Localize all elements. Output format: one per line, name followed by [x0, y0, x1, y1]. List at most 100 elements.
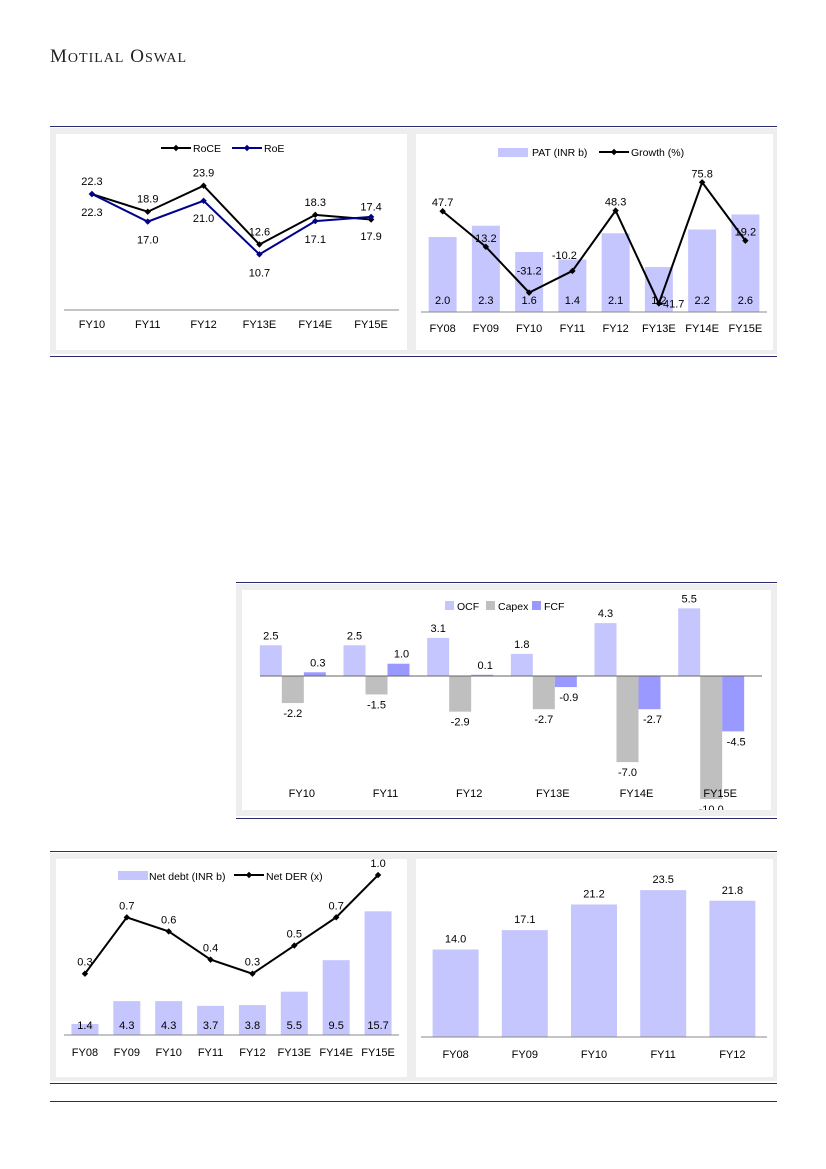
bar-FY12: [709, 900, 756, 1037]
bar-label-OCF-FY10: 2.5: [263, 630, 278, 642]
x-tick-FY10: FY10: [79, 319, 105, 331]
top-rule-3: [50, 851, 777, 852]
bar-FY15E: [731, 214, 760, 312]
legend-label-2: FCF: [544, 601, 564, 613]
bar-OCF-FY14E: [594, 623, 617, 676]
legend-swatch-2: [532, 601, 541, 610]
bar-FY08: [428, 237, 457, 312]
bar-label-FY09: 17.1: [514, 914, 535, 926]
label-RoE-FY11: 17.0: [137, 235, 158, 247]
bar-label-FCF-FY10: 0.3: [310, 657, 325, 669]
growth-label-FY10: -31.2: [517, 266, 542, 278]
der-label-FY08: 0.3: [77, 957, 92, 969]
bar-label-FY11: 3.7: [203, 1020, 218, 1032]
bar-FY11: [640, 890, 687, 1037]
bar-FCF-FY11: [387, 663, 410, 676]
bar-label-FCF-FY12: 0.1: [478, 660, 493, 672]
bar-FY09: [501, 930, 548, 1037]
bar-label-FCF-FY14E: -2.7: [643, 714, 662, 726]
bar-label-FY08: 14.0: [445, 934, 466, 946]
bar-FY13E: [280, 991, 308, 1035]
legend-label-0: OCF: [457, 601, 479, 613]
bar-label-Capex-FY14E: -7.0: [618, 767, 637, 779]
bar-label-FY14E: 2.2: [694, 295, 709, 307]
label-RoE-FY10: 22.3: [81, 207, 102, 219]
x-tick-FY09: FY09: [473, 323, 499, 335]
chart-panel-net-debt: Net debt (INR b) Net DER (x) 1.4 FY08 4.3 FY0…: [50, 853, 413, 1081]
growth-label-FY12: 48.3: [605, 197, 626, 209]
top-rule-2-bottom: [236, 818, 777, 819]
bar-label-OCF-FY14E: 4.3: [598, 608, 613, 620]
growth-point-FY09: [482, 243, 490, 251]
bar-FY12: [601, 233, 630, 312]
x-tick-FY08: FY08: [429, 323, 455, 335]
label-RoCE-FY15E: 17.4: [360, 202, 381, 214]
bar-label-FCF-FY13E: -0.9: [559, 692, 578, 704]
label-RoE-FY12: 21.0: [193, 213, 214, 225]
bar-label-Capex-FY10: -2.2: [283, 708, 302, 720]
point-RoCE-FY14E: [312, 211, 319, 219]
label-RoCE-FY12: 23.9: [193, 168, 214, 180]
x-tick-FY13E: FY13E: [277, 1047, 311, 1059]
growth-label-FY11: -10.2: [552, 250, 577, 262]
bar-Capex-FY10: [281, 676, 304, 704]
chart-panel-capacity: 14.0 FY08 17.1 FY09 21.2 FY10 23.5 FY11 21.8 FY12: [413, 853, 777, 1081]
bar-FCF-FY10: [303, 672, 326, 676]
bar-FCF-FY14E: [638, 676, 661, 710]
bar-Capex-FY11: [365, 676, 388, 695]
der-label-FY10: 0.6: [161, 914, 176, 926]
x-tick-FY10: FY10: [581, 1049, 607, 1061]
chart-panel-pat-growth: PAT (INR b) Growth (%) 2.0 FY08 2.3 FY09 1.6 FY…: [413, 128, 777, 354]
x-tick-FY11: FY11: [198, 1047, 223, 1059]
bar-Capex-FY14E: [616, 676, 639, 763]
bar-label-FY09: 4.3: [119, 1020, 134, 1032]
bar-FY14E: [688, 229, 717, 312]
brand-logo: MOTILAL OSWAL: [50, 46, 188, 67]
x-tick-FY13E: FY13E: [642, 323, 676, 335]
growth-point-FY11: [569, 267, 576, 275]
bar-label-FY10: 4.3: [161, 1020, 176, 1032]
growth-label-FY08: 47.7: [432, 197, 453, 209]
x-tick-FY08: FY08: [442, 1049, 468, 1061]
bar-FCF-FY15E: [722, 676, 745, 732]
der-line: [84, 874, 379, 975]
der-point-FY14E: [332, 914, 340, 921]
der-point-FY10: [165, 928, 172, 935]
bar-FY15E: [364, 911, 392, 1035]
point-RoE-FY11: [144, 218, 151, 225]
legend-line-marker: [610, 148, 618, 156]
legend-marker-0: [172, 144, 180, 152]
bar-OCF-FY11: [343, 645, 366, 676]
x-tick-FY14E: FY14E: [319, 1047, 353, 1059]
growth-label-FY14E: 75.8: [691, 168, 712, 180]
x-tick-FY12: FY12: [456, 788, 482, 800]
point-RoE-FY12: [200, 197, 207, 204]
growth-point-FY10: [525, 289, 533, 296]
capacity-chart: 14.0 FY08 17.1 FY09 21.2 FY10 23.5 FY11 21.8 FY12: [421, 874, 767, 1061]
der-point-FY12: [249, 970, 256, 977]
bar-label-Capex-FY12: -2.9: [451, 717, 470, 729]
bar-FY12: [238, 1005, 266, 1035]
series-line-RoE: [91, 193, 372, 256]
growth-label-FY15E: 19.2: [735, 227, 756, 239]
legend-swatch-1: [486, 601, 495, 610]
bar-label-FY08: 2.0: [435, 295, 450, 307]
bar-Capex-FY12: [449, 676, 472, 712]
bar-label-OCF-FY15E: 5.5: [682, 593, 697, 605]
bar-OCF-FY15E: [678, 608, 701, 676]
bar-label-FY12: 21.8: [722, 885, 743, 897]
point-RoE-FY13E: [256, 251, 263, 258]
legend-bar-label: PAT (INR b): [532, 147, 587, 159]
der-label-FY09: 0.7: [119, 900, 134, 912]
bar-FY08: [432, 949, 479, 1037]
growth-point-FY08: [439, 208, 446, 215]
bar-label-FY11: 1.4: [565, 295, 580, 307]
chart-panel-roce-roe: RoCE RoE FY10 FY11 FY12 FY13E FY14E FY15E 22.3 18…: [50, 128, 413, 354]
bar-label-FY13E: 5.5: [287, 1020, 302, 1032]
x-tick-FY14E: FY14E: [685, 323, 719, 335]
der-label-FY15E: 1.0: [370, 859, 385, 870]
label-RoCE-FY13E: 12.6: [249, 226, 270, 238]
bar-label-Capex-FY11: -1.5: [367, 699, 386, 711]
bar-FY11: [197, 1005, 225, 1035]
pat-growth-chart: PAT (INR b) Growth (%) 2.0 FY08 2.3 FY09 1.6 FY…: [421, 147, 767, 335]
